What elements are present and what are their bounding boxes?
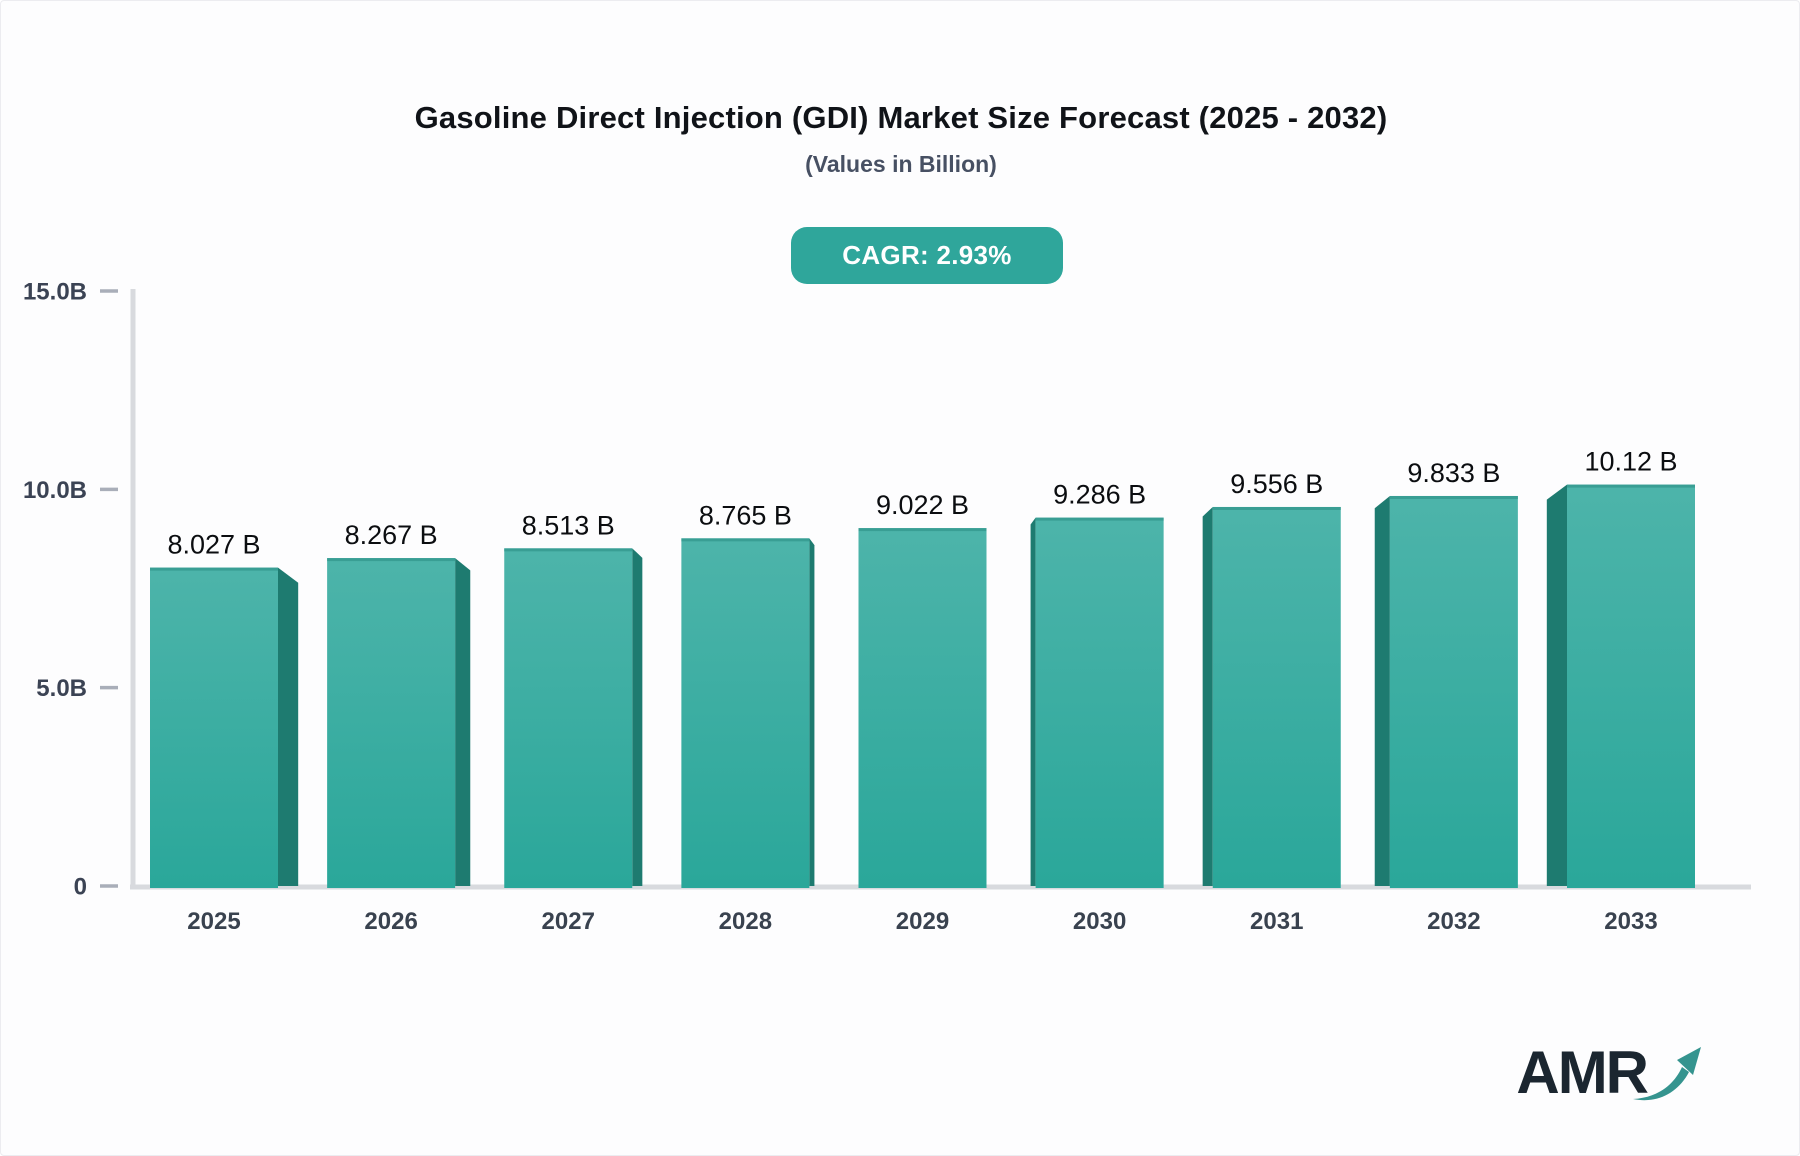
- bar-2028: 8.765 B 2028: [681, 500, 815, 935]
- bar-value-label: 8.513 B: [522, 510, 615, 540]
- chart-subtitle: (Values in Billion): [805, 151, 997, 177]
- bar-face: [858, 528, 987, 888]
- x-category-label: 2032: [1427, 908, 1480, 935]
- y-tick-label: 10.0B: [23, 477, 87, 504]
- page-title: Gasoline Direct Injection (GDI) Market S…: [414, 100, 1388, 135]
- y-tick-label: 15.0B: [23, 279, 87, 306]
- bar-2027: 8.513 B 2027: [504, 510, 643, 935]
- bar-side-face: [1374, 495, 1390, 886]
- bar-value-label: 9.556 B: [1230, 469, 1323, 499]
- growth-arrow-icon: [1633, 1047, 1701, 1101]
- y-tick-label: 5.0B: [36, 675, 87, 702]
- bar-side-face: [1202, 506, 1213, 886]
- x-category-label: 2027: [542, 908, 595, 935]
- bar-face: [681, 538, 810, 888]
- bar-value-label: 8.027 B: [167, 530, 260, 560]
- bar-face: [1389, 495, 1518, 888]
- bar-face: [327, 558, 456, 888]
- bar-2032: 9.833 B 2032: [1374, 458, 1518, 935]
- bar-2026: 8.267 B 2026: [327, 520, 471, 935]
- bar-side-face: [278, 567, 299, 886]
- y-tick-label: 0: [74, 874, 87, 901]
- cagr-badge: CAGR: 2.93%: [791, 227, 1063, 284]
- amr-logo-text: AMR: [1516, 1039, 1649, 1106]
- bar-face: [504, 548, 633, 888]
- amr-logo: AMR: [1516, 1041, 1703, 1105]
- bar-value-label: 9.286 B: [1053, 480, 1146, 510]
- x-category-label: 2026: [364, 908, 417, 935]
- bar-value-label: 9.022 B: [876, 490, 969, 520]
- bar-2025: 8.027 B 2025: [150, 530, 299, 935]
- bar-side-face: [632, 548, 643, 886]
- bar-side-face: [1546, 484, 1567, 886]
- bar-face: [1212, 506, 1341, 888]
- bar-face: [150, 567, 278, 888]
- bar-2030: 9.286 B 2030: [1030, 480, 1164, 935]
- x-category-label: 2028: [719, 908, 772, 935]
- bar-side-face: [809, 538, 815, 886]
- bar-value-label: 8.267 B: [345, 520, 438, 550]
- x-category-label: 2025: [187, 908, 240, 935]
- x-category-label: 2033: [1604, 908, 1657, 935]
- bar-side-face: [455, 558, 471, 886]
- x-category-label: 2030: [1073, 908, 1126, 935]
- bar-value-label: 9.833 B: [1407, 458, 1500, 488]
- bar-face: [1567, 484, 1695, 888]
- bar-2031: 9.556 B 2031: [1202, 469, 1341, 935]
- x-category-label: 2031: [1250, 908, 1303, 935]
- bar-value-label: 10.12 B: [1584, 447, 1677, 477]
- x-category-label: 2029: [896, 908, 949, 935]
- bar-side-face: [1030, 517, 1036, 886]
- bar-face: [1035, 517, 1164, 888]
- bar-2033: 10.12 B 2033: [1546, 447, 1695, 935]
- bar-value-label: 8.765 B: [699, 500, 792, 530]
- bar-2029: 9.022 B 2029: [858, 490, 987, 935]
